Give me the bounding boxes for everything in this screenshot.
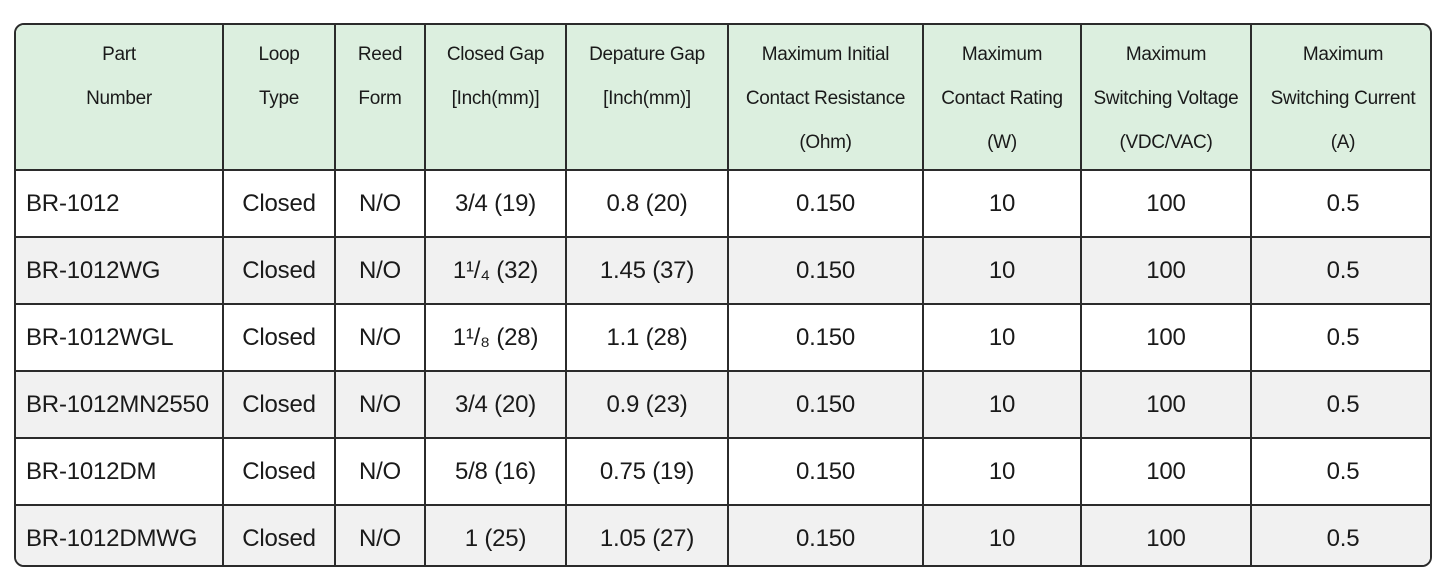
table-cell: 0.5 (1250, 437, 1430, 506)
header-cell: Maximum Contact Rating (W) (922, 25, 1082, 171)
table-cell: Closed (222, 303, 336, 372)
header-cell: Maximum Switching Voltage (VDC/VAC) (1080, 25, 1252, 171)
table-cell: N/O (334, 236, 426, 305)
table-cell: BR-1012WGL (16, 303, 224, 372)
header-line: Number (86, 88, 152, 109)
table-cell: 100 (1080, 236, 1252, 305)
table-row: BR-1012WG Closed N/O 1¹/₄ (32) 1.45 (37) 0.15… (16, 236, 1430, 305)
table-cell: 3/4 (20) (424, 370, 567, 439)
table-cell: 100 (1080, 504, 1252, 565)
table-cell: 10 (922, 504, 1082, 565)
header-line: Maximum (1302, 44, 1384, 65)
table-cell: Closed (222, 504, 336, 565)
table-cell: 100 (1080, 437, 1252, 506)
table-header: Part Number Loop Type Reed Form Closed Gap [Inc… (16, 25, 1430, 171)
table-cell: 1¹/₄ (32) (424, 236, 567, 305)
table-cell: BR-1012MN2550 (16, 370, 224, 439)
header-line: [Inch(mm)] (603, 88, 691, 109)
header-line: Depature Gap (589, 44, 705, 65)
table-cell: 0.5 (1250, 169, 1430, 238)
table-cell: 0.150 (727, 437, 924, 506)
header-line: Closed Gap (446, 44, 545, 65)
table-cell: Closed (222, 437, 336, 506)
header-line: Contact Rating (941, 88, 1063, 109)
table-cell: 5/8 (16) (424, 437, 567, 506)
header-line: Switching Current (1270, 88, 1416, 109)
header-line: Loop (258, 44, 300, 65)
table-cell: 0.150 (727, 169, 924, 238)
table-cell: 1.45 (37) (565, 236, 729, 305)
table-cell: 10 (922, 303, 1082, 372)
table-frame: Part Number Loop Type Reed Form Closed Gap [Inc… (14, 23, 1432, 567)
table-cell: 1.1 (28) (565, 303, 729, 372)
table-cell: 0.8 (20) (565, 169, 729, 238)
header-cell: Reed Form (334, 25, 426, 171)
header-line: Part (102, 44, 136, 65)
table-row: BR-1012 Closed N/O 3/4 (19) 0.8 (20) 0.150 10 1… (16, 169, 1430, 238)
table-cell: 10 (922, 437, 1082, 506)
header-line: [Inch(mm)] (451, 88, 540, 109)
header-line: Maximum Initial (761, 44, 890, 65)
table-cell: 0.5 (1250, 236, 1430, 305)
table-cell: 0.150 (727, 303, 924, 372)
table-cell: BR-1012DM (16, 437, 224, 506)
table-cell: 0.5 (1250, 504, 1430, 565)
table-cell: N/O (334, 169, 426, 238)
table-cell: 0.75 (19) (565, 437, 729, 506)
table-cell: N/O (334, 303, 426, 372)
table-cell: 10 (922, 370, 1082, 439)
table-row: BR-1012DM Closed N/O 5/8 (16) 0.75 (19) 0.150… (16, 437, 1430, 506)
header-line: Maximum (961, 44, 1043, 65)
header-cell: Closed Gap [Inch(mm)] (424, 25, 567, 171)
table-cell: BR-1012WG (16, 236, 224, 305)
header-line: Form (358, 88, 402, 109)
table-cell: 100 (1080, 169, 1252, 238)
table-cell: 0.5 (1250, 303, 1430, 372)
table-cell: 10 (922, 236, 1082, 305)
header-line: Switching Voltage (1093, 88, 1239, 109)
header-line: (VDC/VAC) (1119, 132, 1213, 153)
table-cell: 0.150 (727, 370, 924, 439)
header-cell: Part Number (16, 25, 224, 171)
table-cell: 0.5 (1250, 370, 1430, 439)
spec-table: Part Number Loop Type Reed Form Closed Gap [Inc… (16, 25, 1430, 565)
table-cell: 100 (1080, 370, 1252, 439)
table-cell: 1¹/₈ (28) (424, 303, 567, 372)
header-line: Type (259, 88, 299, 109)
header-line: Reed (357, 44, 403, 65)
table-row: BR-1012MN2550 Closed N/O 3/4 (20) 0.9 (23) 0.… (16, 370, 1430, 439)
header-line: Contact Resistance (745, 88, 906, 109)
table-cell: N/O (334, 437, 426, 506)
table-cell: Closed (222, 370, 336, 439)
table-cell: 0.9 (23) (565, 370, 729, 439)
table-row: BR-1012WGL Closed N/O 1¹/₈ (28) 1.1 (28) 0.15… (16, 303, 1430, 372)
header-cell: Maximum Switching Current (A) (1250, 25, 1430, 171)
header-line: (A) (1330, 132, 1356, 153)
header-cell: Depature Gap [Inch(mm)] (565, 25, 729, 171)
table-cell: 1 (25) (424, 504, 567, 565)
table-cell: BR-1012DMWG (16, 504, 224, 565)
table-cell: 3/4 (19) (424, 169, 567, 238)
header-cell: Loop Type (222, 25, 336, 171)
header-line: Maximum (1125, 44, 1207, 65)
table-cell: BR-1012 (16, 169, 224, 238)
table-cell: 0.150 (727, 504, 924, 565)
table-cell: 10 (922, 169, 1082, 238)
table-row: BR-1012DMWG Closed N/O 1 (25) 1.05 (27) 0.150… (16, 504, 1430, 565)
header-row: Part Number Loop Type Reed Form Closed Gap [Inc… (16, 25, 1430, 171)
table-cell: 100 (1080, 303, 1252, 372)
table-body: BR-1012 Closed N/O 3/4 (19) 0.8 (20) 0.150 10 1… (16, 169, 1430, 565)
table-cell: 1.05 (27) (565, 504, 729, 565)
header-line: (W) (987, 132, 1017, 153)
table-cell: N/O (334, 504, 426, 565)
header-cell: Maximum Initial Contact Resistance (Ohm) (727, 25, 924, 171)
header-line: (Ohm) (799, 132, 852, 153)
table-cell: Closed (222, 236, 336, 305)
table-cell: Closed (222, 169, 336, 238)
table-cell: 0.150 (727, 236, 924, 305)
table-cell: N/O (334, 370, 426, 439)
